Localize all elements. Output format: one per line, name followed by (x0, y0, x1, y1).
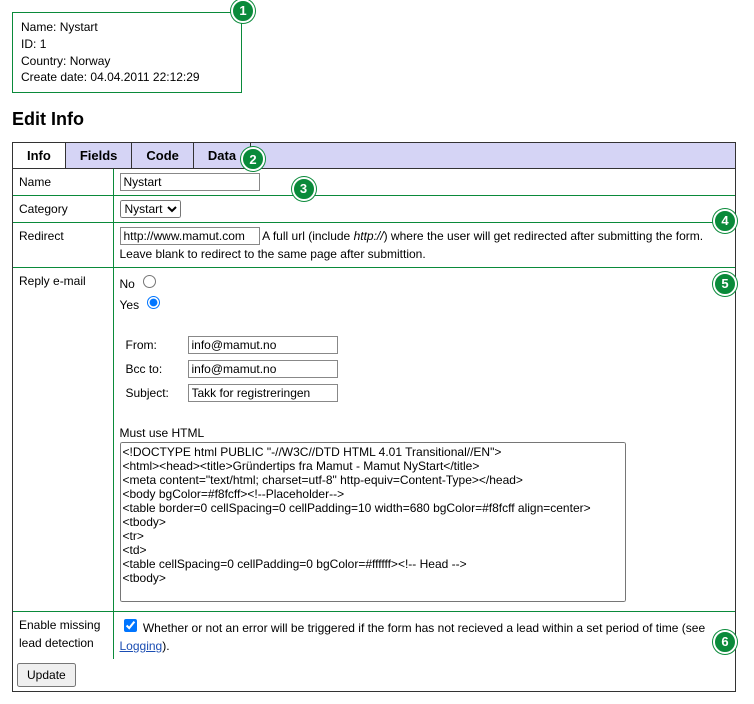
page-title: Edit Info (12, 109, 742, 130)
tab-code[interactable]: Code (132, 143, 194, 168)
summary-id-value: 1 (40, 37, 47, 51)
summary-name-label: Name: (21, 20, 56, 34)
lead-hint: Whether or not an error will be triggere… (120, 621, 706, 653)
category-select[interactable]: Nystart (120, 200, 181, 218)
tab-info[interactable]: Info (13, 143, 66, 168)
callout-3: 3 (292, 177, 316, 201)
reply-yes-label: Yes (120, 298, 140, 312)
callout-5: 5 (713, 272, 737, 296)
name-label: Name (13, 169, 113, 196)
callout-6: 6 (713, 630, 737, 654)
bcc-input[interactable] (188, 360, 338, 378)
summary-id-label: ID: (21, 37, 36, 51)
reply-label: Reply e-mail (13, 268, 113, 612)
subject-input[interactable] (188, 384, 338, 402)
html-body-textarea[interactable] (120, 442, 626, 602)
html-must-label: Must use HTML (120, 424, 730, 442)
summary-date-label: Create date: (21, 70, 87, 84)
summary-date-value: 04.04.2011 22:12:29 (90, 70, 199, 84)
reply-no-label: No (120, 277, 135, 291)
reply-no-radio[interactable] (143, 275, 156, 288)
tab-fields[interactable]: Fields (66, 143, 133, 168)
form-table: Name 3 Category Nystart Redirect A full … (13, 169, 735, 659)
from-input[interactable] (188, 336, 338, 354)
category-label: Category (13, 196, 113, 223)
callout-1: 1 (231, 0, 255, 23)
update-button[interactable]: Update (17, 663, 76, 687)
summary-country-label: Country: (21, 54, 66, 68)
redirect-label: Redirect (13, 223, 113, 268)
lead-label: Enable missinglead detection (13, 612, 113, 660)
logging-link[interactable]: Logging (120, 639, 163, 653)
redirect-input[interactable] (120, 227, 260, 245)
reply-fields: From: Bcc to: Subject: (120, 332, 344, 406)
from-label: From: (122, 334, 182, 356)
callout-4: 4 (713, 209, 737, 233)
summary-country-value: Norway (70, 54, 111, 68)
reply-yes-radio[interactable] (147, 296, 160, 309)
lead-checkbox[interactable] (124, 619, 137, 632)
name-input[interactable] (120, 173, 260, 191)
summary-name-value: Nystart (60, 20, 98, 34)
subject-label: Subject: (122, 382, 182, 404)
summary-box: 1 Name: Nystart ID: 1 Country: Norway Cr… (12, 12, 242, 93)
callout-2: 2 (241, 147, 265, 171)
tab-bar: Info Fields Code Data 2 (13, 143, 735, 169)
edit-panel: Info Fields Code Data 2 Name 3 Category … (12, 142, 736, 692)
bcc-label: Bcc to: (122, 358, 182, 380)
